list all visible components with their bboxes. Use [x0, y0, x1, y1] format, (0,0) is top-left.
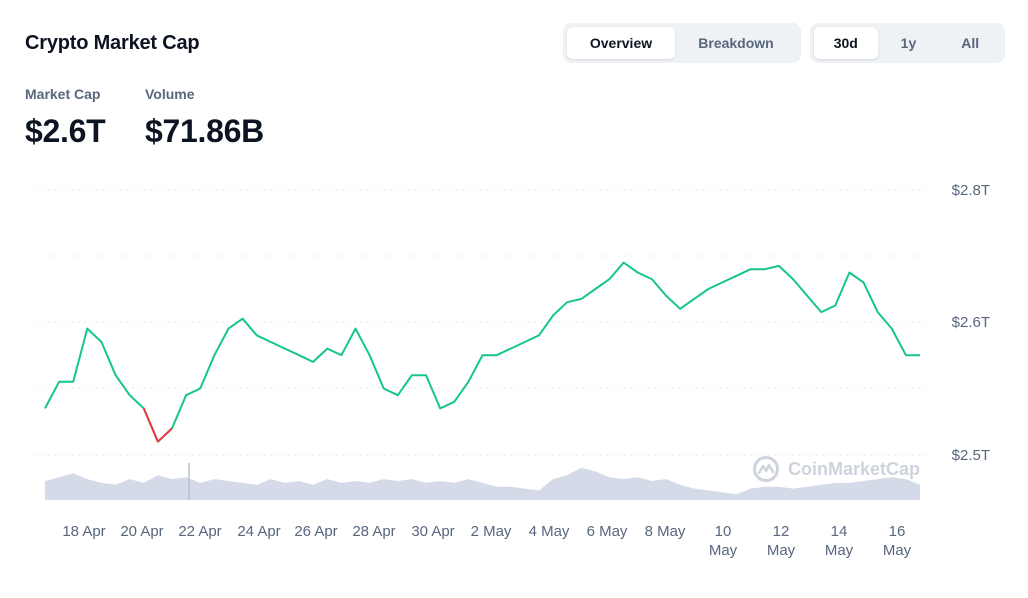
stat-volume: Volume $71.86B: [145, 86, 264, 150]
x-tick-label: 8 May: [645, 523, 686, 540]
market-cap-line-down: [142, 408, 159, 443]
tab-overview[interactable]: Overview: [567, 27, 675, 59]
stat-label: Market Cap: [25, 86, 101, 102]
x-tick-label: 2 May: [471, 523, 512, 540]
market-cap-line: [44, 261, 920, 443]
stat-value: $71.86B: [145, 113, 264, 149]
stat-label: Volume: [145, 86, 195, 102]
x-tick-label: 6 May: [587, 523, 628, 540]
y-tick-label: $2.6T: [952, 314, 990, 331]
market-cap-line-down: [157, 427, 173, 443]
tab-breakdown[interactable]: Breakdown: [698, 35, 774, 51]
x-tick-label: 20 Apr: [120, 523, 163, 540]
x-tick-label: 14 May: [825, 523, 854, 559]
view-toggle: Overview Breakdown: [563, 23, 801, 63]
range-1y[interactable]: 1y: [900, 35, 917, 51]
x-tick-label: 4 May: [529, 523, 570, 540]
x-tick-label: 18 Apr: [62, 523, 105, 540]
x-tick-label: 28 Apr: [352, 523, 395, 540]
watermark: CoinMarketCap: [752, 455, 920, 483]
volume-area: [45, 467, 920, 500]
y-tick-label: $2.8T: [952, 182, 990, 199]
x-tick-label: 10 May: [709, 523, 738, 559]
stat-market-cap: Market Cap $2.6T: [25, 86, 106, 150]
x-tick-label: 16 May: [883, 523, 912, 559]
range-all[interactable]: All: [961, 35, 980, 51]
range-toggle: 30d 1y All: [810, 23, 1005, 63]
page-title: Crypto Market Cap: [25, 32, 200, 54]
x-tick-label: 22 Apr: [178, 523, 221, 540]
watermark-text: CoinMarketCap: [788, 458, 921, 479]
x-tick-label: 26 Apr: [294, 523, 337, 540]
x-tick-label: 30 Apr: [411, 523, 454, 540]
coinmarketcap-logo-icon: [753, 456, 779, 482]
y-tick-label: $2.5T: [952, 447, 990, 464]
x-tick-label: 24 Apr: [237, 523, 280, 540]
stat-value: $2.6T: [25, 113, 106, 149]
range-30d[interactable]: 30d: [814, 27, 878, 59]
x-tick-label: 12 May: [767, 523, 796, 559]
